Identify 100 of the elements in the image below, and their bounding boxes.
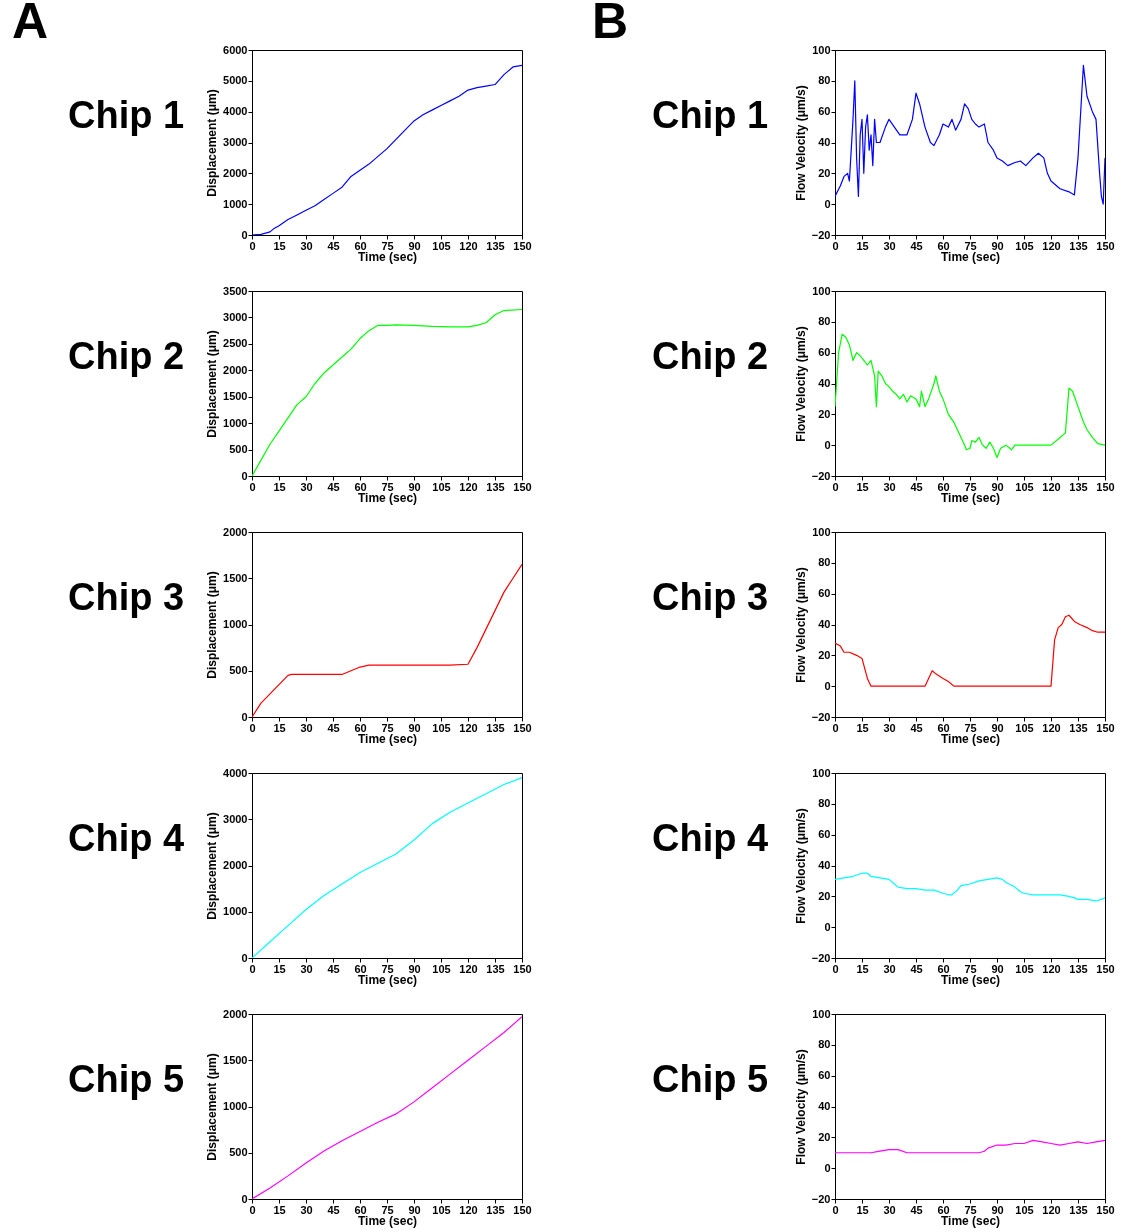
y-tick-label: 3500 — [223, 284, 248, 297]
line-series — [252, 563, 522, 717]
x-tick-label: 120 — [1042, 721, 1061, 734]
x-axis-title: Time (sec) — [357, 490, 418, 505]
x-tick-label: 120 — [1042, 962, 1061, 975]
y-tick-label: 20 — [818, 648, 831, 661]
y-tick-label: 20 — [818, 166, 831, 179]
x-tick-label: 75 — [381, 239, 394, 252]
x-tick-label: 15 — [273, 962, 286, 975]
y-tick-label: 80 — [818, 797, 831, 810]
x-tick-label: 45 — [910, 962, 923, 975]
y-tick-label: 40 — [818, 377, 831, 389]
y-tick-label: 1500 — [223, 390, 248, 403]
y-tick-label: 0 — [824, 679, 831, 692]
x-tick-label: 135 — [1069, 480, 1088, 493]
y-tick-label: 0 — [824, 438, 831, 451]
x-tick-label: 120 — [1042, 480, 1061, 493]
x-tick-label: 30 — [300, 1203, 313, 1216]
x-tick-label: 120 — [459, 962, 478, 975]
x-tick-label: 135 — [486, 480, 505, 493]
text: Chip 2 — [651, 333, 770, 379]
y-axis-title: Displacement (μm) — [205, 89, 220, 197]
x-tick-label: 150 — [513, 1203, 532, 1216]
x-tick-label: 0 — [832, 480, 839, 493]
line-series — [835, 872, 1105, 902]
y-tick-label: 500 — [229, 443, 248, 456]
x-tick-label: 120 — [459, 239, 478, 252]
x-tick-label: 90 — [408, 1203, 421, 1216]
x-tick-label: 105 — [1015, 721, 1034, 734]
y-tick-label: 500 — [229, 1146, 248, 1159]
y-tick-label: 40 — [818, 1100, 831, 1112]
x-tick-label: 30 — [883, 1203, 896, 1216]
y-tick-label: 1000 — [223, 618, 248, 630]
y-tick-label: 0 — [241, 228, 248, 241]
y-axis-title: Flow Velocity (μm/s) — [793, 326, 808, 442]
x-tick-label: 120 — [459, 480, 478, 493]
text: Chip 3 — [651, 574, 770, 620]
y-tick-label: 0 — [824, 197, 831, 210]
y-axis-title: Displacement (μm) — [205, 812, 220, 920]
x-tick-label: 15 — [856, 480, 869, 493]
y-axis-title: Flow Velocity (μm/s) — [793, 1049, 808, 1165]
text: Chip 3 — [67, 574, 186, 620]
x-axis-title: Time (sec) — [940, 731, 1001, 746]
x-tick-label: 105 — [1015, 239, 1034, 252]
y-tick-label: 60 — [818, 105, 831, 118]
x-tick-label: 45 — [910, 480, 923, 493]
x-tick-label: 150 — [1096, 480, 1115, 493]
y-tick-label: 20 — [818, 1130, 831, 1143]
y-tick-label: 3000 — [223, 136, 248, 148]
x-tick-label: 75 — [964, 962, 977, 975]
x-tick-label: 90 — [991, 480, 1004, 493]
x-tick-label: 150 — [1096, 239, 1115, 252]
x-axis-title: Time (sec) — [940, 249, 1001, 264]
x-tick-label: 90 — [408, 721, 421, 734]
x-tick-label: 150 — [513, 962, 532, 975]
x-tick-label: 150 — [1096, 962, 1115, 975]
x-tick-label: 0 — [832, 1203, 839, 1216]
x-axis-title: Time (sec) — [357, 972, 418, 987]
x-tick-label: 60 — [354, 962, 367, 975]
x-tick-label: 15 — [273, 721, 286, 734]
x-tick-label: 90 — [991, 962, 1004, 975]
x-tick-label: 105 — [1015, 480, 1034, 493]
y-tick-label: 0 — [824, 1161, 831, 1174]
x-tick-label: 15 — [856, 962, 869, 975]
x-tick-label: 90 — [991, 721, 1004, 734]
y-tick-label: 1500 — [223, 571, 248, 584]
x-tick-label: 45 — [910, 239, 923, 252]
x-tick-label: 150 — [513, 239, 532, 252]
y-tick-label: −20 — [811, 469, 831, 482]
x-tick-label: 135 — [486, 239, 505, 252]
x-tick-label: 150 — [513, 721, 532, 734]
x-tick-label: 30 — [300, 721, 313, 734]
y-tick-label: 60 — [818, 587, 831, 600]
y-tick-label: 0 — [241, 710, 248, 723]
y-axis-title: Flow Velocity (μm/s) — [793, 85, 808, 201]
y-tick-label: 1500 — [223, 1053, 248, 1066]
y-tick-label: 2000 — [223, 859, 248, 871]
text: Chip 5 — [67, 1056, 186, 1102]
x-tick-label: 120 — [1042, 1203, 1061, 1216]
y-tick-label: 0 — [241, 1192, 248, 1205]
y-tick-label: 6000 — [223, 43, 248, 56]
x-tick-label: 0 — [832, 962, 839, 975]
y-tick-label: 100 — [812, 766, 831, 779]
x-tick-label: 0 — [249, 1203, 256, 1216]
x-tick-label: 45 — [910, 1203, 923, 1216]
y-tick-label: 80 — [818, 74, 831, 87]
y-tick-label: 100 — [812, 525, 831, 538]
text: B — [592, 0, 629, 50]
x-tick-label: 15 — [856, 1203, 869, 1216]
line-series — [252, 777, 522, 958]
y-tick-label: 60 — [818, 828, 831, 841]
x-tick-label: 75 — [964, 480, 977, 493]
x-tick-label: 45 — [327, 1203, 340, 1216]
x-tick-label: 105 — [432, 239, 451, 252]
x-tick-label: 45 — [327, 480, 340, 493]
x-tick-label: 135 — [1069, 721, 1088, 734]
x-axis-title: Time (sec) — [357, 731, 418, 746]
y-tick-label: 100 — [812, 43, 831, 56]
y-tick-label: 80 — [818, 1038, 831, 1051]
x-tick-label: 105 — [1015, 1203, 1034, 1216]
